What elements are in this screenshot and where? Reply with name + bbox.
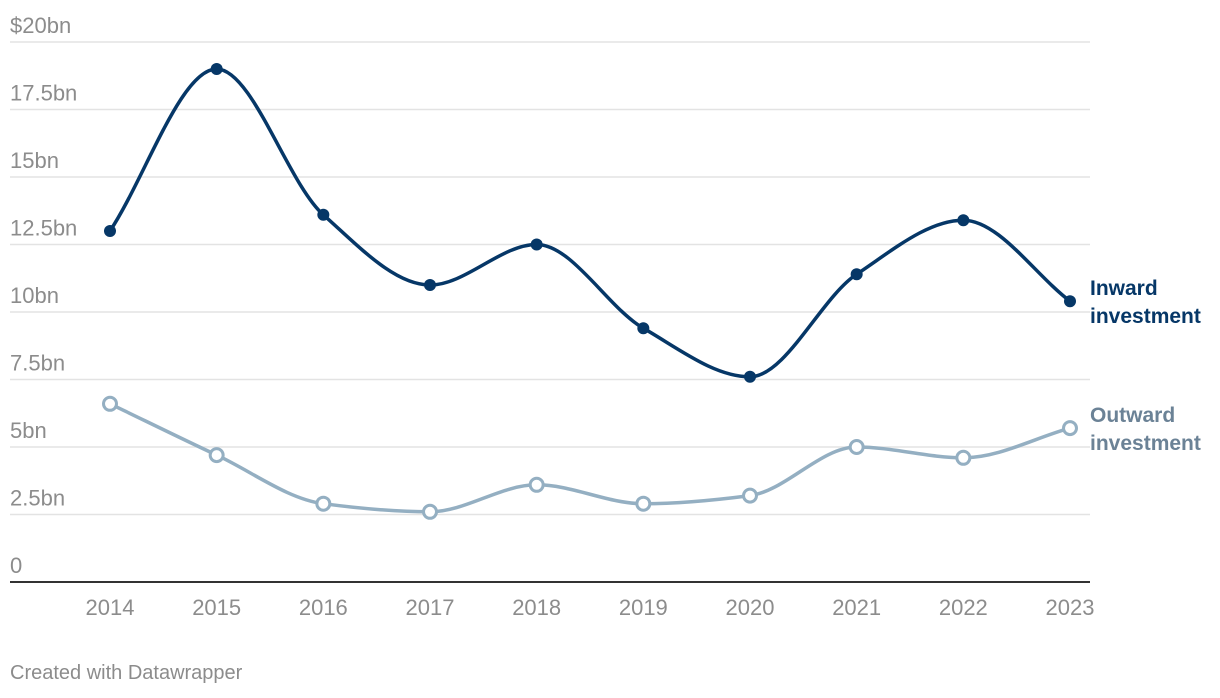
data-point-inward-investment — [850, 268, 863, 281]
data-point-outward-investment — [635, 495, 652, 512]
series-line-inward-investment — [108, 67, 1072, 379]
data-point-inward-investment — [104, 225, 116, 237]
data-point-outward-investment — [742, 487, 758, 504]
x-tick-label: 2014 — [86, 595, 135, 620]
data-point-outward-investment — [1062, 420, 1078, 437]
y-tick-label: 0 — [10, 553, 22, 578]
y-tick-label: 17.5bn — [10, 81, 77, 106]
grid-layer — [10, 41, 1090, 583]
y-tick-label: 15bn — [10, 148, 59, 173]
x-tick-label: 2015 — [192, 595, 241, 620]
label-layer: Inward investment Outward investment — [1090, 277, 1201, 455]
x-tick-label: 2020 — [726, 595, 775, 620]
x-tick-label: 2023 — [1046, 595, 1095, 620]
series-line-outward-investment — [108, 402, 1072, 514]
data-point-inward-investment — [637, 322, 650, 335]
y-tick-label: 10bn — [10, 283, 59, 308]
data-point-inward-investment — [210, 63, 223, 75]
x-tick-label: 2018 — [512, 595, 561, 620]
data-point-inward-investment — [317, 208, 330, 221]
y-tick-label: 5bn — [10, 418, 47, 443]
data-point-outward-investment — [102, 395, 118, 412]
series-layer — [102, 63, 1078, 520]
data-point-outward-investment — [208, 447, 225, 464]
data-point-inward-investment — [424, 279, 436, 291]
y-tick-label: 7.5bn — [10, 351, 65, 376]
y-tick-label: 12.5bn — [10, 216, 77, 241]
series-label-inward-investment: investment — [1090, 305, 1201, 328]
data-point-inward-investment — [1064, 295, 1076, 308]
data-point-inward-investment — [530, 238, 543, 251]
series-label-outward-investment: Outward — [1090, 404, 1175, 427]
y-tick-label: 2.5bn — [10, 486, 65, 511]
data-point-inward-investment — [744, 370, 756, 383]
series-label-inward-investment: Inward — [1090, 277, 1158, 300]
data-point-outward-investment — [528, 476, 545, 493]
x-tick-label: 2021 — [832, 595, 881, 620]
x-tick-label: 2017 — [406, 595, 455, 620]
data-point-outward-investment — [848, 439, 865, 455]
x-tick-label: 2022 — [939, 595, 988, 620]
axis-layer: 0 2.5bn 5bn 7.5bn 10bn 12.5bn 15bn 17.5bn $20bn 2… — [10, 13, 1094, 620]
x-tick-label: 2016 — [299, 595, 348, 620]
data-point-inward-investment — [957, 214, 970, 227]
data-point-outward-investment — [422, 503, 438, 520]
data-point-outward-investment — [315, 495, 332, 512]
x-tick-label: 2019 — [619, 595, 668, 620]
y-tick-label: $20bn — [10, 13, 71, 38]
data-point-outward-investment — [955, 449, 972, 466]
series-label-outward-investment: investment — [1090, 432, 1201, 455]
credit-text: Created with Datawrapper — [10, 662, 243, 684]
